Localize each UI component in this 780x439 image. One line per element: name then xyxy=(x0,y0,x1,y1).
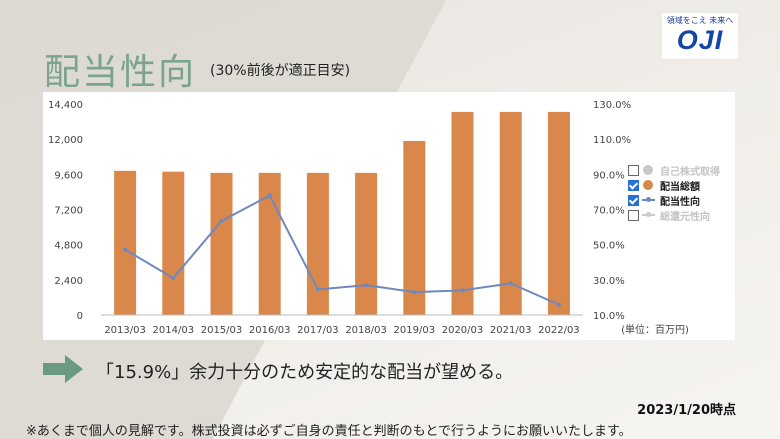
x-tick-label: 2014/03 xyxy=(153,325,195,336)
legend-line-icon xyxy=(642,212,655,217)
payout-ratio-point-2021/03 xyxy=(508,281,513,286)
oji-logo: 領域をこえ 未来へ OJI xyxy=(662,13,738,59)
right-tick-label: 90.0% xyxy=(593,170,625,181)
page-title: 配当性向 xyxy=(44,52,197,93)
x-tick-label: 2021/03 xyxy=(490,325,532,336)
legend-label: 配当性向 xyxy=(660,197,700,208)
legend-dot-icon xyxy=(643,180,653,190)
payout-ratio-point-2018/03 xyxy=(364,283,369,288)
checkbox-unchecked-icon[interactable] xyxy=(628,210,639,221)
logo-tagline: 領域をこえ 未来へ xyxy=(666,16,734,25)
checkbox-checked-icon[interactable] xyxy=(628,180,639,191)
left-tick-label: 4,800 xyxy=(54,241,83,252)
payout-ratio-point-2017/03 xyxy=(315,287,320,292)
x-tick-label: 2020/03 xyxy=(442,325,484,336)
bar-2015/03 xyxy=(210,172,233,315)
unit-label: (単位：百万円) xyxy=(621,323,689,336)
left-tick-label: 0 xyxy=(77,311,83,322)
legend-item[interactable]: 配当性向 xyxy=(628,193,738,208)
payout-ratio-point-2014/03 xyxy=(171,276,176,281)
legend-item[interactable]: 配当総額 xyxy=(628,178,738,193)
left-tick-label: 2,400 xyxy=(54,276,83,287)
bar-2020/03 xyxy=(451,111,474,315)
x-tick-label: 2018/03 xyxy=(345,325,387,336)
bar-2013/03 xyxy=(114,170,137,315)
bar-2021/03 xyxy=(499,111,522,315)
legend-label: 自己株式取得 xyxy=(660,167,720,178)
x-tick-label: 2013/03 xyxy=(104,325,146,336)
right-tick-label: 110.0% xyxy=(593,135,631,146)
page-subtitle: (30%前後が適正目安) xyxy=(210,63,351,79)
chart-panel: 14,400 12,000 9,600 7,200 4,800 2,400 0 130.0% 1… xyxy=(43,92,735,340)
bar-2016/03 xyxy=(258,172,281,315)
left-tick-label: 7,200 xyxy=(54,206,83,217)
legend-dot-icon xyxy=(643,165,653,175)
bar-2022/03 xyxy=(547,111,570,315)
bar-2018/03 xyxy=(355,172,378,315)
left-tick-label: 14,400 xyxy=(48,100,83,111)
right-tick-label: 70.0% xyxy=(593,206,625,217)
x-tick-label: 2015/03 xyxy=(201,325,243,336)
left-tick-label: 9,600 xyxy=(54,170,83,181)
right-tick-label: 50.0% xyxy=(593,241,625,252)
right-tick-label: 30.0% xyxy=(593,276,625,287)
disclaimer-text: ※あくまで個人の見解です。株式投資は必ずご自身の責任と判断のもとで行うようにお願… xyxy=(26,424,632,439)
legend-line-icon xyxy=(642,197,655,202)
chart-legend: 自己株式取得 配当総額配当性向総還元性向 xyxy=(628,163,738,223)
payout-ratio-point-2020/03 xyxy=(460,288,465,293)
left-tick-label: 12,000 xyxy=(48,135,83,146)
right-tick-label: 10.0% xyxy=(593,311,625,322)
x-tick-label: 2019/03 xyxy=(394,325,436,336)
payout-ratio-point-2015/03 xyxy=(219,218,224,223)
legend-label: 配当総額 xyxy=(660,182,700,193)
payout-ratio-point-2016/03 xyxy=(267,193,272,198)
x-tick-label: 2016/03 xyxy=(249,325,291,336)
bar-2017/03 xyxy=(306,172,329,315)
bar-2014/03 xyxy=(162,171,185,315)
checkbox-checked-icon[interactable] xyxy=(628,195,639,206)
bar-2019/03 xyxy=(403,140,426,315)
payout-ratio-point-2013/03 xyxy=(123,247,128,252)
payout-ratio-line xyxy=(124,194,560,306)
arrow-right-icon xyxy=(43,355,83,383)
conclusion-message: 「15.9%」余力十分のため安定的な配当が望める。 xyxy=(96,362,514,383)
dividend-chart: 14,400 12,000 9,600 7,200 4,800 2,400 0 130.0% 1… xyxy=(48,100,689,336)
legend-item[interactable]: 総還元性向 xyxy=(628,208,738,223)
right-tick-label: 130.0% xyxy=(593,100,631,111)
legend-item[interactable]: 自己株式取得 xyxy=(628,163,738,178)
payout-ratio-point-2022/03 xyxy=(556,302,561,307)
x-tick-label: 2017/03 xyxy=(297,325,339,336)
payout-ratio-point-2019/03 xyxy=(412,290,417,295)
checkbox-unchecked-icon[interactable] xyxy=(628,165,639,176)
logo-text: OJI xyxy=(676,25,724,55)
as-of-date: 2023/1/20時点 xyxy=(637,403,736,418)
legend-label: 総還元性向 xyxy=(660,212,710,223)
x-tick-label: 2022/03 xyxy=(538,325,580,336)
